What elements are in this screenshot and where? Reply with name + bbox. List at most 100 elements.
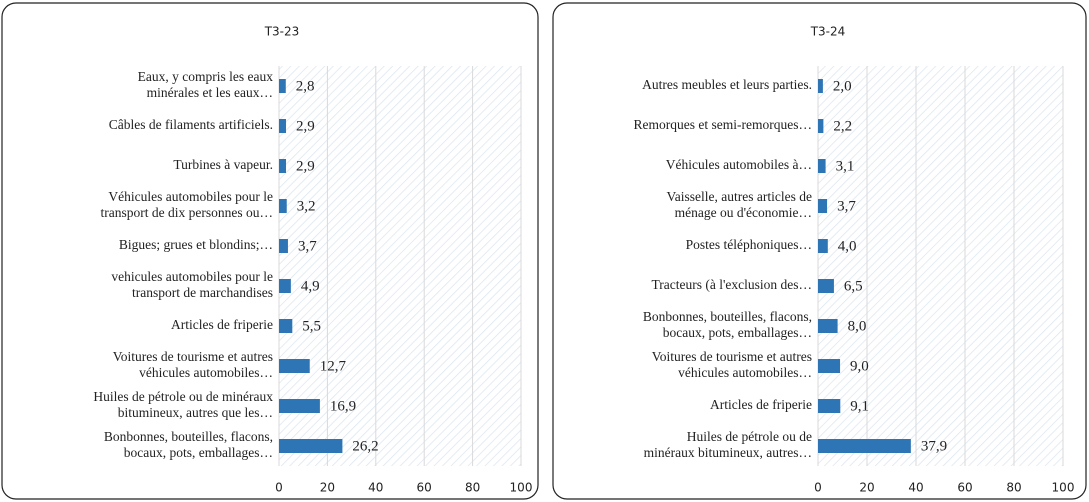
category-label: Autres meubles et leurs parties. xyxy=(642,77,812,92)
chart-title: T3-24 xyxy=(810,25,846,39)
x-tick-label: 0 xyxy=(814,481,822,495)
value-label: 26,2 xyxy=(352,438,378,454)
value-label: 3,7 xyxy=(298,238,317,254)
category-label-line: Autres meubles et leurs parties. xyxy=(642,77,812,92)
category-label: Tracteurs (à l'exclusion des… xyxy=(651,277,812,292)
category-label-line: Eaux, y compris les eaux xyxy=(138,69,274,84)
category-label-line: Véhicules automobiles pour le xyxy=(108,189,273,204)
category-label: Vaisselle, autres articles de ménage ou d… xyxy=(667,189,812,220)
x-tick-label: 80 xyxy=(1006,481,1021,495)
category-label-line: Bonbonnes, bouteilles, flacons, xyxy=(104,429,273,444)
bar xyxy=(818,159,826,173)
category-label-line: bocaux, pots, emballages… xyxy=(124,445,273,460)
x-tick-label: 20 xyxy=(859,481,874,495)
value-label: 16,9 xyxy=(330,398,356,414)
category-label: Bigues; grues et blondins;… xyxy=(119,237,273,252)
category-label-line: Postes téléphoniques… xyxy=(686,237,812,252)
bar xyxy=(279,239,288,253)
bar xyxy=(818,359,841,373)
bar xyxy=(818,119,824,133)
x-tick-label: 80 xyxy=(465,481,480,495)
bar xyxy=(818,319,838,333)
category-label: Remorques et semi-remorques… xyxy=(634,117,812,132)
category-label-line: Voitures de tourisme et autres xyxy=(113,349,273,364)
category-label-line: bocaux, pots, emballages… xyxy=(663,325,812,340)
category-label-line: transport de dix personnes ou… xyxy=(101,205,273,220)
value-label: 2,8 xyxy=(296,78,315,94)
value-label: 6,5 xyxy=(844,278,863,294)
category-label: Postes téléphoniques… xyxy=(686,237,812,252)
value-label: 3,1 xyxy=(836,158,855,174)
category-label-line: minéraux bitumineux, autres… xyxy=(644,445,812,460)
chart-title: T3-23 xyxy=(264,25,300,39)
category-label-line: Bonbonnes, bouteilles, flacons, xyxy=(643,309,812,324)
value-label: 12,7 xyxy=(320,358,347,374)
category-label-line: Voitures de tourisme et autres xyxy=(652,349,812,364)
category-label: Turbines à vapeur. xyxy=(173,157,273,172)
bar xyxy=(818,199,828,213)
category-label: Eaux, y compris les eaux minérales et les… xyxy=(138,69,274,100)
bar xyxy=(279,319,293,333)
x-tick-label: 60 xyxy=(957,481,972,495)
bar xyxy=(279,199,287,213)
x-tick-label: 20 xyxy=(320,481,335,495)
x-tick-label: 40 xyxy=(368,481,383,495)
value-label: 5,5 xyxy=(302,318,321,334)
value-label: 9,0 xyxy=(850,358,869,374)
value-label: 4,0 xyxy=(838,238,857,254)
category-label-line: Articles de friperie xyxy=(710,397,812,412)
x-tick-label: 100 xyxy=(1052,481,1075,495)
category-label: Véhicules automobiles à… xyxy=(666,157,812,172)
category-label: Câbles de filaments artificiels. xyxy=(109,117,273,132)
x-tick-label: 0 xyxy=(275,481,283,495)
value-label: 8,0 xyxy=(848,318,867,334)
category-label: Voitures de tourisme et autres véhicules … xyxy=(113,349,273,380)
value-label: 37,9 xyxy=(921,438,947,454)
bar xyxy=(279,79,286,93)
category-label-line: Bigues; grues et blondins;… xyxy=(119,237,273,252)
category-label-line: transport de marchandises xyxy=(132,285,273,300)
bar xyxy=(818,239,828,253)
x-tick-label: 100 xyxy=(510,481,533,495)
category-label: Articles de friperie xyxy=(171,317,273,332)
bar xyxy=(279,159,287,173)
category-label-line: ménage ou d'économie… xyxy=(675,205,812,220)
category-label-line: Remorques et semi-remorques… xyxy=(634,117,812,132)
value-label: 3,7 xyxy=(837,198,856,214)
category-label-line: Articles de friperie xyxy=(171,317,273,332)
x-tick-label: 40 xyxy=(908,481,923,495)
bar xyxy=(279,439,343,453)
bar xyxy=(818,399,841,413)
value-label: 2,0 xyxy=(833,78,852,94)
category-label-line: minérales et les eaux… xyxy=(147,85,273,100)
category-label-line: Vaisselle, autres articles de xyxy=(667,189,812,204)
category-label: Voitures de tourisme et autres véhicules … xyxy=(652,349,812,380)
category-label: Huiles de pétrole ou de minéraux bitumine… xyxy=(93,389,273,420)
value-label: 4,9 xyxy=(301,278,320,294)
category-label-line: véhicules automobiles… xyxy=(678,365,812,380)
category-label-line: Huiles de pétrole ou de minéraux xyxy=(93,389,273,404)
category-label-line: Turbines à vapeur. xyxy=(173,157,273,172)
bar xyxy=(818,79,823,93)
bar xyxy=(279,279,291,293)
x-tick-label: 60 xyxy=(417,481,432,495)
panel-border xyxy=(552,2,1087,500)
category-label-line: véhicules automobiles… xyxy=(139,365,273,380)
category-label: Véhicules automobiles pour le transport d… xyxy=(101,189,273,220)
value-label: 2,9 xyxy=(296,158,315,174)
bar xyxy=(818,279,834,293)
category-label-line: Huiles de pétrole ou de xyxy=(687,429,812,444)
category-label: Bonbonnes, bouteilles, flacons, bocaux, p… xyxy=(643,309,812,340)
category-label-line: Véhicules automobiles à… xyxy=(666,157,812,172)
category-label: Huiles de pétrole ou de minéraux bitumine… xyxy=(644,429,812,460)
value-label: 2,9 xyxy=(296,118,315,134)
panel-border xyxy=(1,2,539,500)
category-label: Bonbonnes, bouteilles, flacons, bocaux, p… xyxy=(104,429,273,460)
value-label: 9,1 xyxy=(850,398,869,414)
value-label: 3,2 xyxy=(297,198,316,214)
value-label: 2,2 xyxy=(833,118,852,134)
category-label: Articles de friperie xyxy=(710,397,812,412)
bar xyxy=(279,359,310,373)
